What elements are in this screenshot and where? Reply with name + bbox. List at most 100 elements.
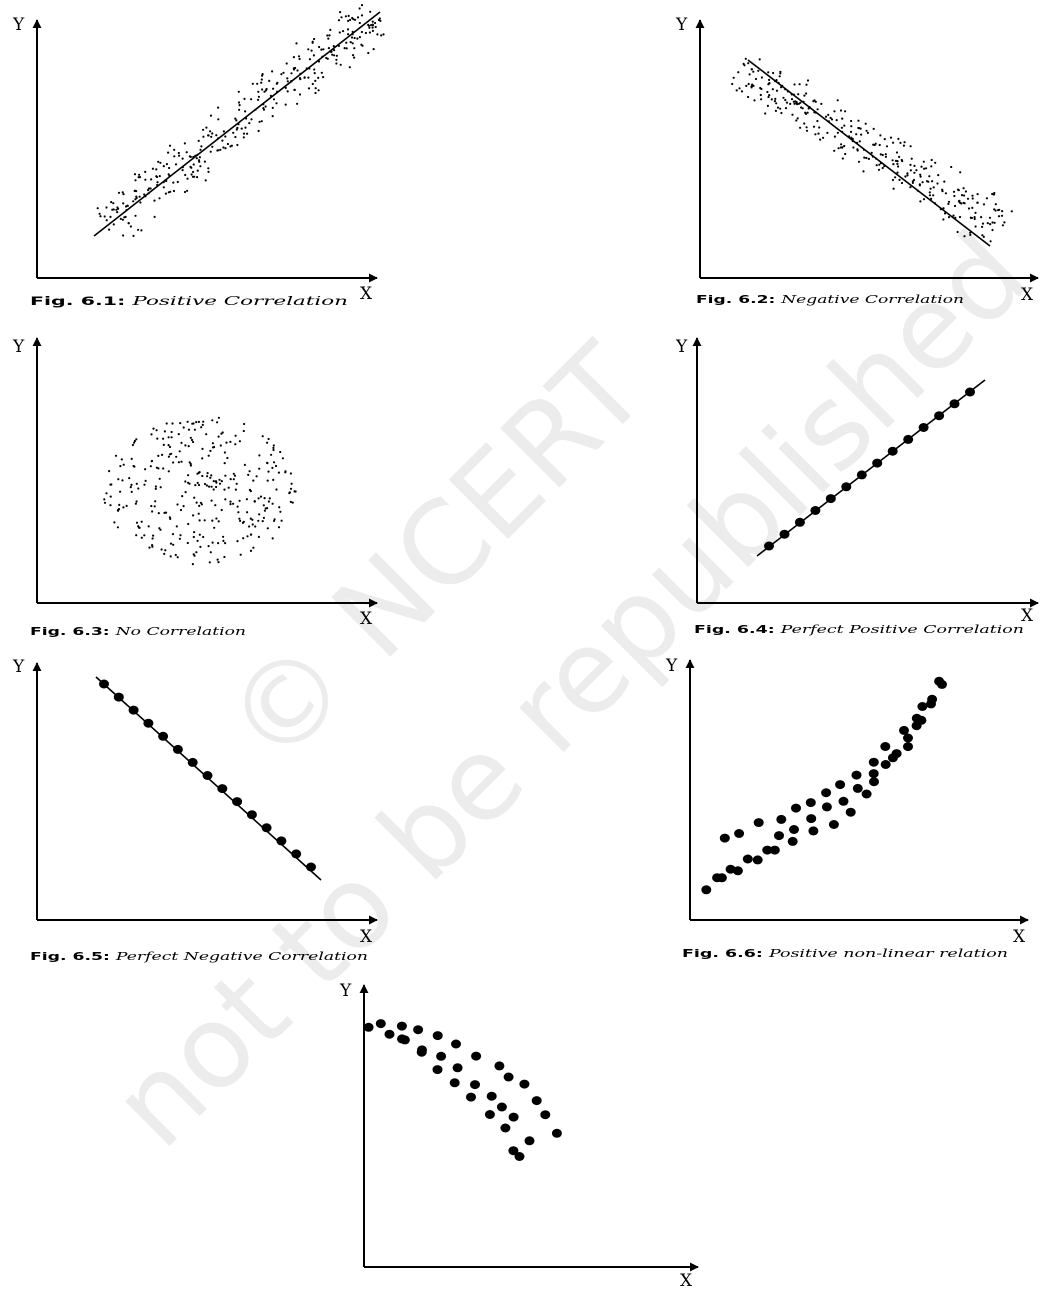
data-point: [219, 148, 222, 151]
data-point: [207, 167, 210, 170]
data-point: [353, 56, 356, 59]
data-point: [310, 49, 313, 52]
data-point: [211, 419, 214, 422]
data-point: [877, 168, 881, 171]
data-point: [147, 525, 150, 528]
data-point: [229, 478, 232, 481]
data-point: [351, 16, 354, 20]
data-point: [161, 453, 164, 456]
data-point: [752, 70, 755, 73]
data-point: [248, 470, 251, 473]
data-point: [258, 454, 261, 457]
data-point: [271, 537, 274, 540]
data-point: [344, 15, 347, 18]
data-point: [760, 76, 764, 79]
data-point: [852, 146, 855, 149]
data-point: [187, 481, 190, 484]
data-point: [835, 119, 838, 122]
data-point: [293, 88, 296, 91]
data-point: [117, 207, 120, 210]
data-point: [209, 114, 213, 117]
data-point: [806, 111, 809, 114]
data-point: [117, 508, 121, 511]
data-point: [157, 467, 160, 470]
data-point: [312, 54, 315, 57]
data-point: [158, 175, 161, 178]
data-point: [177, 461, 180, 464]
data-point: [246, 132, 249, 135]
data-point: [981, 234, 984, 237]
data-point: [237, 123, 240, 126]
data-point: [911, 713, 922, 723]
data-point: [353, 47, 356, 50]
data-point: [213, 445, 216, 449]
data-point: [883, 138, 886, 141]
data-point: [140, 520, 143, 523]
data-point: [930, 158, 933, 162]
data-point: [514, 1152, 525, 1161]
data-point: [776, 814, 787, 824]
data-point: [486, 1091, 497, 1101]
data-point: [848, 135, 851, 138]
data-point: [918, 184, 922, 187]
data-point: [896, 162, 899, 165]
data-point: [143, 718, 154, 728]
data-point: [110, 483, 113, 486]
data-point: [290, 80, 293, 83]
data-point: [759, 93, 762, 97]
figure-caption-text: Positive Correlation: [131, 294, 348, 308]
data-point: [149, 465, 152, 468]
data-point: [164, 549, 167, 552]
data-point: [957, 200, 961, 203]
data-point: [165, 179, 168, 183]
data-point: [157, 454, 160, 457]
data-point: [953, 204, 957, 208]
data-point: [160, 548, 163, 551]
data-point: [242, 429, 245, 433]
data-point: [211, 541, 214, 544]
data-point: [986, 222, 989, 225]
data-point: [139, 201, 142, 204]
data-point: [286, 80, 289, 83]
data-point: [747, 82, 750, 86]
data-point: [416, 1047, 427, 1057]
data-point: [868, 769, 879, 779]
data-point: [105, 219, 108, 222]
data-point: [262, 108, 266, 111]
data-point: [849, 130, 853, 133]
data-point: [840, 143, 843, 146]
data-point: [177, 433, 180, 436]
data-point: [291, 501, 294, 504]
data-point: [245, 117, 248, 120]
data-point: [931, 180, 934, 183]
data-point: [263, 90, 266, 93]
data-point: [818, 126, 821, 129]
data-point: [295, 42, 298, 45]
data-point: [284, 86, 287, 89]
data-point: [258, 513, 261, 516]
data-point: [862, 148, 866, 151]
data-point: [170, 430, 173, 434]
data-point: [855, 133, 858, 136]
data-point: [875, 157, 878, 160]
data-point: [985, 197, 989, 200]
data-point: [850, 125, 853, 128]
data-point: [238, 440, 241, 443]
data-point: [841, 146, 844, 149]
data-point: [767, 95, 770, 99]
data-point: [795, 119, 798, 122]
data-point: [175, 525, 178, 528]
data-point: [371, 29, 374, 32]
data-point: [119, 217, 122, 220]
data-point: [171, 533, 175, 536]
data-point: [199, 148, 202, 151]
data-point: [743, 64, 746, 67]
data-point: [253, 500, 256, 503]
data-point: [215, 517, 218, 520]
data-point: [196, 176, 199, 179]
data-point: [140, 536, 143, 539]
data-point: [760, 87, 763, 91]
data-point: [163, 552, 166, 556]
data-point: [933, 202, 937, 205]
data-point: [919, 200, 922, 203]
